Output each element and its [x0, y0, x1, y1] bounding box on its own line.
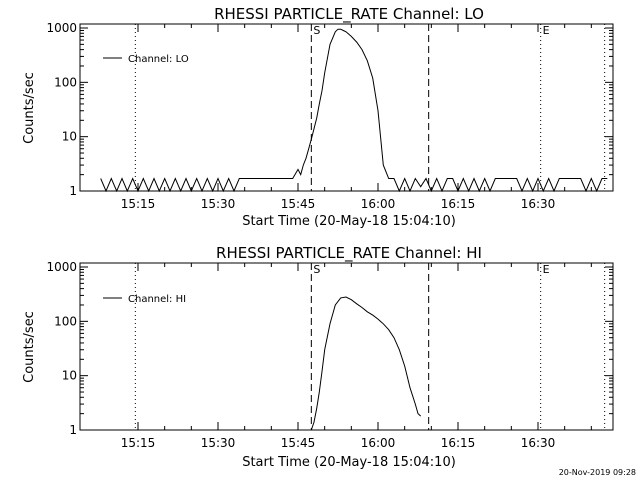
time-marker-label-3: E: [543, 263, 550, 276]
hi-series: [310, 296, 422, 431]
hi-legend-label: Channel: HI: [128, 294, 186, 305]
time-marker-label-1: S: [313, 24, 320, 37]
lo-plot-frame: [79, 23, 614, 192]
hi-channel-panel: RHESSI PARTICLE_RATE Channel: HI 15:15 15…: [22, 244, 614, 470]
x-tick-label-4: 16:15: [441, 436, 476, 450]
x-tick-label-0: 15:15: [121, 436, 156, 450]
lo-chart-title: RHESSI PARTICLE_RATE Channel: LO: [214, 5, 484, 24]
lo-y-axis: 1 10 100 1000: [46, 21, 613, 198]
lo-x-axis: 15:15 15:30 15:45 16:00 16:15 16:30: [121, 24, 592, 211]
lo-y-axis-label: Counts/sec: [22, 72, 37, 144]
x-tick-label-3: 16:00: [361, 197, 396, 211]
lo-legend-label: Channel: LO: [128, 54, 189, 65]
x-tick-label-4: 16:15: [441, 197, 476, 211]
lo-legend: Channel: LO: [103, 54, 189, 65]
x-tick-label-5: 16:30: [521, 436, 556, 450]
y-tick-label-0: 1: [69, 184, 77, 198]
lo-channel-panel: RHESSI PARTICLE_RATE Channel: LO 15:15 15…: [22, 5, 614, 229]
hi-legend: Channel: HI: [103, 294, 186, 305]
x-tick-label-5: 16:30: [521, 197, 556, 211]
hi-y-axis-label: Counts/sec: [22, 311, 37, 383]
generation-timestamp: 20-Nov-2019 09:28: [559, 468, 636, 477]
y-tick-label-1: 10: [62, 130, 77, 144]
x-tick-label-1: 15:30: [201, 436, 236, 450]
hi-plot-frame: [79, 262, 614, 431]
hi-x-axis-label: Start Time (20-May-18 15:04:10): [242, 455, 456, 470]
series-line-0: [310, 296, 422, 431]
y-tick-label-3: 1000: [46, 21, 77, 35]
y-tick-label-3: 1000: [46, 260, 77, 274]
y-tick-label-0: 1: [69, 423, 77, 437]
x-tick-label-2: 15:45: [281, 436, 316, 450]
series-line-0: [100, 28, 608, 193]
lo-series: [100, 28, 608, 193]
x-tick-label-3: 16:00: [361, 436, 396, 450]
y-tick-label-1: 10: [62, 369, 77, 383]
x-tick-label-2: 15:45: [281, 197, 316, 211]
lo-x-axis-label: Start Time (20-May-18 15:04:10): [242, 214, 456, 229]
y-tick-label-2: 100: [54, 75, 77, 89]
time-marker-label-1: S: [313, 263, 320, 276]
y-tick-label-2: 100: [54, 314, 77, 328]
time-marker-label-3: E: [543, 24, 550, 37]
x-tick-label-1: 15:30: [201, 197, 236, 211]
hi-x-axis: 15:15 15:30 15:45 16:00 16:15 16:30: [121, 263, 592, 450]
hi-chart-title: RHESSI PARTICLE_RATE Channel: HI: [216, 244, 482, 263]
hi-y-axis: 1 10 100 1000: [46, 260, 613, 437]
x-tick-label-0: 15:15: [121, 197, 156, 211]
